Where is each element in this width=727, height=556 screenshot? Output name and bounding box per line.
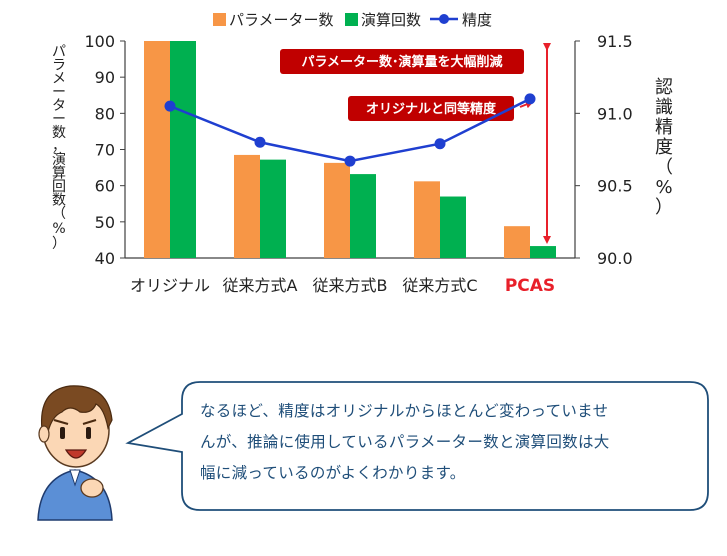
left-tick-label: 70 [95,141,115,160]
y-left-label-char: ） [52,236,66,252]
bar-series [144,41,556,258]
y-left-label-char: タ [52,98,66,114]
speech-bubble [125,381,709,511]
accuracy-point [344,155,356,167]
accuracy-point [524,93,536,105]
right-tick-label: 91.5 [597,32,633,51]
speech-line: んが、推論に使用しているパラメーター数と演算回数は大 [200,433,610,451]
left-axis-ticks: 40 50 60 70 80 90 100 [84,32,125,268]
annotation-same-accuracy-text: オリジナルと同等精度 [366,101,497,117]
chart-legend: パラメーター数 演算回数 精度 [213,11,492,29]
y-left-label-char: 数 [52,193,66,209]
accuracy-point [434,138,446,150]
left-tick-label: 40 [95,249,115,268]
left-tick-label: 100 [84,32,115,51]
legend-label-accuracy: 精度 [462,11,492,29]
y-left-label-char: ー [52,85,66,101]
y-left-label-char: パ [52,44,66,60]
category-label: 従来方式A [223,276,298,295]
annotation-same-accuracy-box [348,96,514,121]
y-left-label-char: 演 [52,152,66,168]
legend-swatch-params [213,13,226,26]
legend-label-ops: 演算回数 [361,11,421,29]
y-left-label-char: 算 [52,166,66,182]
bar-ops [440,196,466,258]
annotation-reduction-box [280,49,524,74]
y-left-label-char: 回 [52,179,66,195]
bar-params [504,226,530,258]
y-left-label-char: % [52,221,65,237]
y-left-label-char: 数 [52,125,66,141]
annotation-reduction-text: パラメーター数･演算量を大幅削減 [301,54,502,70]
y-right-label-char: 認 [655,77,673,98]
left-tick-label: 80 [95,104,115,123]
y-right-label-char: ） [655,197,673,218]
left-tick-label: 50 [95,213,115,232]
y-left-label-char: （ [52,206,66,222]
avatar [37,385,113,521]
speech-line: なるほど、精度はオリジナルからほとんど変わっていませ [200,402,609,420]
right-axis-ticks: 90.0 90.5 91.0 91.5 [575,32,633,268]
y-left-label-char: ラ [52,58,66,74]
right-tick-label: 90.0 [597,249,633,268]
y-left-label-char: メ [52,71,66,87]
right-tick-label: 91.0 [597,104,633,123]
y-right-label-char: 精 [655,117,673,138]
category-label-highlight: PCAS [505,276,555,296]
category-label: オリジナル [130,276,210,295]
speech-line: 幅に減っているのがよくわかります。 [200,464,466,482]
y-right-label-char: % [655,177,672,198]
category-labels: オリジナル 従来方式A 従来方式B 従来方式C PCAS [130,276,555,296]
bar-ops [350,174,376,258]
bar-ops [260,159,286,258]
legend-marker-accuracy [439,14,449,24]
accuracy-point [164,100,176,112]
accuracy-point [254,136,266,148]
left-tick-label: 60 [95,177,115,196]
bar-ops [530,246,556,258]
y-right-label-char: （ [655,157,673,178]
left-tick-label: 90 [95,68,115,87]
legend-label-params: パラメーター数 [229,11,334,29]
right-tick-label: 90.5 [597,177,633,196]
y-right-label-char: 識 [655,97,673,118]
bar-params [144,41,170,258]
y-left-label-char: ， [52,139,66,155]
bar-params [414,181,440,258]
y-right-label-char: 度 [655,137,673,158]
bar-params [324,162,350,258]
bar-ops [170,41,196,258]
speech-text: なるほど、精度はオリジナルからほとんど変わっていませ んが、推論に使用しているパ… [200,396,700,489]
legend-swatch-ops [345,13,358,26]
bar-params [234,154,260,258]
category-label: 従来方式B [313,276,388,295]
category-label: 従来方式C [402,276,477,295]
y-left-label-char: ー [52,112,66,128]
accuracy-series [164,93,536,167]
y-left-axis-label: パラメーター数，演算回数（%） [52,44,66,252]
